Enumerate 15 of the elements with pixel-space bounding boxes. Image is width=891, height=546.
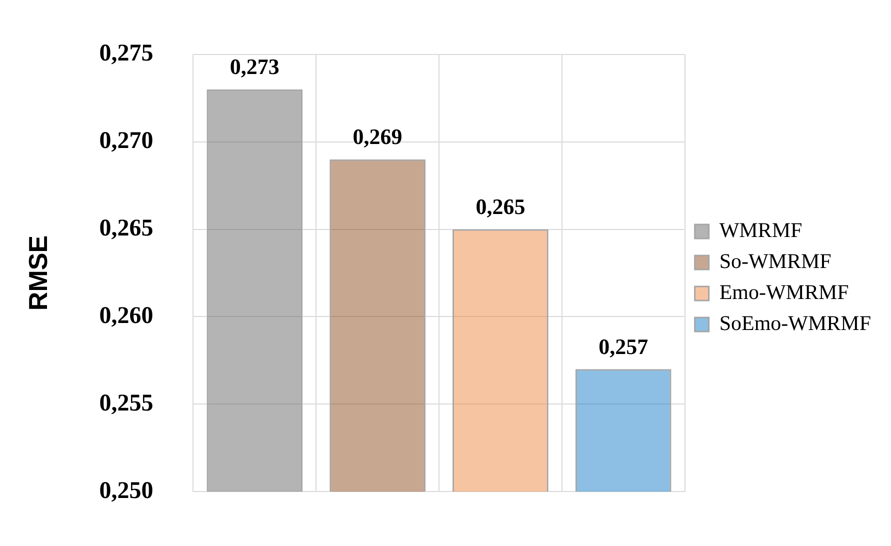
data-label: 0,265	[476, 194, 526, 219]
legend-label: So-WMRMF	[719, 249, 832, 274]
legend-label: WMRMF	[719, 218, 802, 242]
y-tick-label: 0,265	[99, 215, 154, 242]
data-label: 0,257	[598, 334, 648, 359]
y-tick-label: 0,250	[99, 478, 154, 504]
y-tick-label: 0,255	[99, 390, 154, 416]
y-tick-label: 0,275	[99, 40, 154, 67]
data-label: 0,273	[230, 54, 280, 80]
legend-label: SoEmo-WMRMF	[719, 311, 871, 336]
legend-label: Emo-WMRMF	[719, 280, 849, 304]
data-label: 0,269	[352, 124, 402, 150]
y-axis-title: RMSE	[22, 235, 53, 311]
y-tick-label: 0,270	[99, 128, 154, 154]
y-tick-label: 0,260	[99, 302, 154, 329]
